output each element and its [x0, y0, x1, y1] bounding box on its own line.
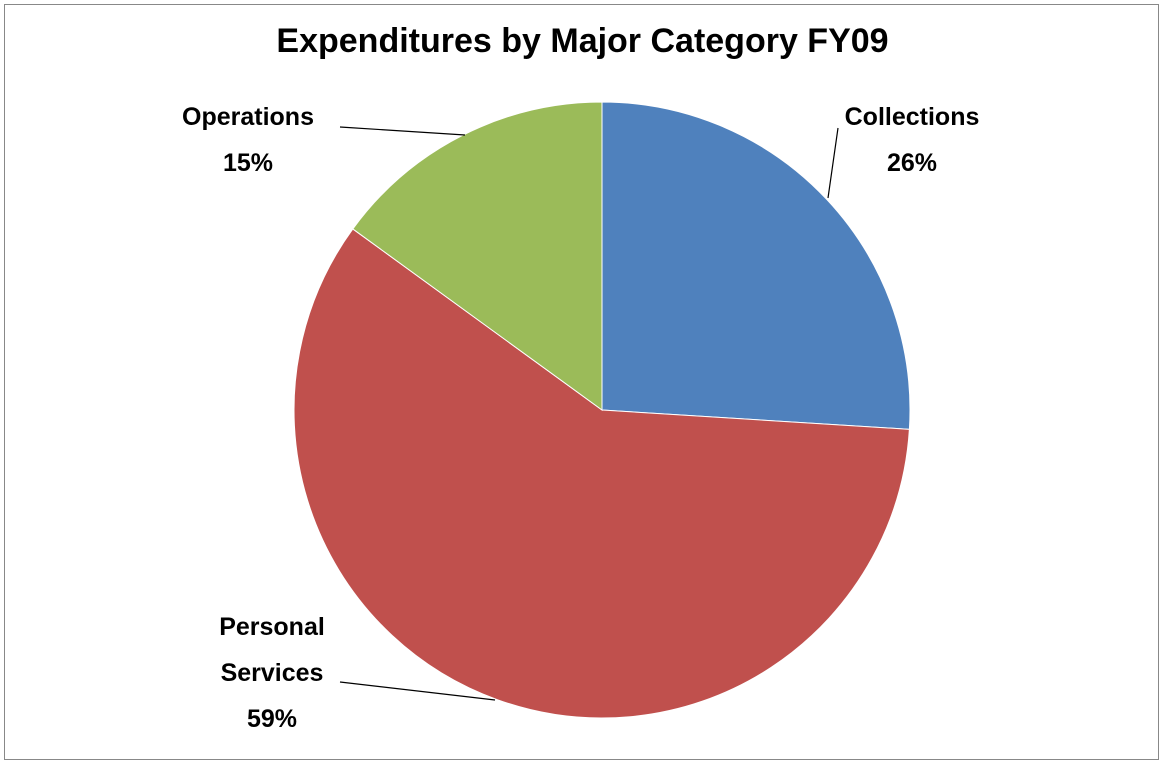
category-label: Personal Services: [219, 613, 325, 687]
chart-title: Expenditures by Major Category FY09: [276, 22, 889, 60]
value-label: 26%: [886, 149, 938, 177]
leader-line: [339, 681, 496, 701]
slice-label: Personal Services 59%: [192, 604, 352, 742]
slice-label: Operations 15%: [148, 94, 348, 186]
chart-frame: [4, 4, 1159, 760]
leader-line: [827, 127, 839, 199]
category-label: Collections: [844, 103, 980, 131]
pie-slice: [352, 101, 603, 411]
pie-slice: [601, 101, 911, 430]
value-label: 15%: [222, 149, 274, 177]
pie-slice: [293, 228, 910, 719]
category-label: Operations: [182, 103, 314, 131]
slice-label: Collections 26%: [812, 94, 1012, 186]
slices: [293, 101, 911, 719]
leader-line: [339, 126, 466, 136]
value-label: 59%: [246, 705, 298, 733]
